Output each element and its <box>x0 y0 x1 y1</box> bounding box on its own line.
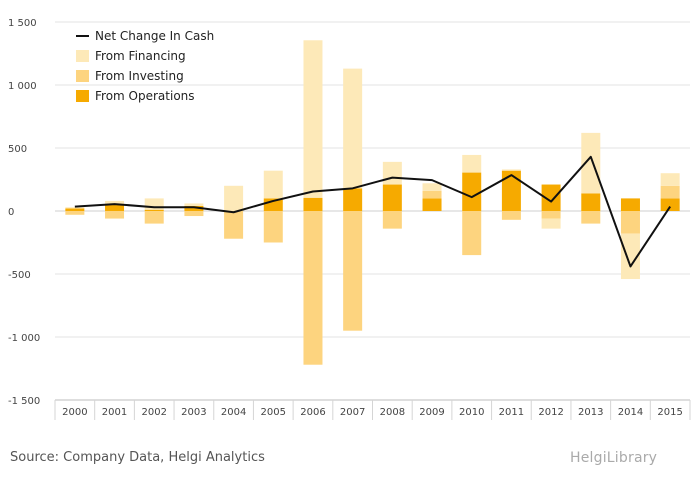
x-tick-label: 2000 <box>62 407 87 418</box>
bar-from-investing <box>541 211 561 219</box>
bar-from-operations <box>144 209 164 211</box>
bar-from-investing <box>65 211 85 215</box>
bar-from-operations <box>501 170 521 211</box>
bar-from-investing <box>422 190 442 199</box>
bar-from-investing <box>144 211 164 224</box>
axis-layer: 1 500 1 000 500 0 -500 -1 000 -1 500 2000 2001 20… <box>8 18 691 420</box>
x-tick-label: 2008 <box>380 407 405 418</box>
x-tick-label: 2015 <box>657 407 682 418</box>
bar-from-financing <box>224 185 244 211</box>
x-tick-label: 2010 <box>459 407 484 418</box>
bar-from-operations <box>65 208 85 211</box>
x-tick-label: 2004 <box>221 407 246 418</box>
line-layer <box>74 155 671 268</box>
bar-from-operations <box>581 193 601 211</box>
y-tick-label: -500 <box>8 270 31 281</box>
bar-from-financing <box>660 173 680 186</box>
bar-from-financing <box>184 203 204 206</box>
net-change-line <box>74 155 671 268</box>
bar-from-investing <box>303 211 323 365</box>
helgi-library-logo: HelgiLibrary <box>570 450 658 466</box>
y-tick-label: -1 500 <box>8 396 40 407</box>
bar-from-operations <box>343 188 363 211</box>
bar-from-investing <box>660 185 680 199</box>
bar-from-financing <box>65 207 85 209</box>
legend-swatch-from-financing <box>76 50 89 62</box>
x-tick-label: 2006 <box>300 407 325 418</box>
bar-from-operations <box>660 198 680 211</box>
legend-label-from-financing: From Financing <box>95 49 186 63</box>
bar-from-investing <box>343 211 363 331</box>
legend-label-from-operations: From Operations <box>95 89 195 103</box>
x-tick-label: 2011 <box>499 407 524 418</box>
bar-from-investing <box>620 211 640 234</box>
legend-layer: Net Change In Cash From Financing From Inv… <box>76 29 214 103</box>
bar-from-investing <box>501 211 521 220</box>
bar-from-operations <box>303 197 323 211</box>
bar-from-operations <box>541 184 561 211</box>
x-tick-label: 2007 <box>340 407 365 418</box>
legend-swatch-from-operations <box>76 90 89 102</box>
bar-from-financing <box>620 233 640 280</box>
bar-from-financing <box>144 198 164 210</box>
x-tick-label: 2014 <box>618 407 643 418</box>
x-tick-label: 2001 <box>102 407 127 418</box>
y-tick-label: 1 500 <box>8 18 37 29</box>
x-tick-label: 2005 <box>261 407 286 418</box>
chart-svg: 1 500 1 000 500 0 -500 -1 000 -1 500 2000 2001 20… <box>8 18 691 420</box>
bar-from-investing <box>263 211 283 243</box>
legend-label-from-investing: From Investing <box>95 69 184 83</box>
bar-from-financing <box>303 40 323 198</box>
bar-from-financing <box>343 68 363 189</box>
y-tick-label: 500 <box>8 144 27 155</box>
bar-from-investing <box>462 211 482 256</box>
bar-from-financing <box>541 218 561 229</box>
bar-from-investing <box>184 211 204 217</box>
bar-from-financing <box>263 170 283 199</box>
bars-layer <box>65 40 680 365</box>
bar-from-investing <box>105 211 125 219</box>
bar-from-operations <box>422 198 442 211</box>
y-tick-label: -1 000 <box>8 333 40 344</box>
bar-from-investing <box>224 211 244 239</box>
bar-from-financing <box>422 183 442 191</box>
legend-label-net-change-in-cash: Net Change In Cash <box>95 29 214 43</box>
bar-from-financing <box>105 200 125 205</box>
bar-from-financing <box>581 132 601 194</box>
bar-from-investing <box>382 211 402 229</box>
bar-from-operations <box>184 205 204 211</box>
bar-from-operations <box>105 204 125 211</box>
x-tick-label: 2009 <box>419 407 444 418</box>
bar-from-investing <box>581 211 601 224</box>
source-note: Source: Company Data, Helgi Analytics <box>10 450 265 465</box>
x-tick-label: 2002 <box>141 407 166 418</box>
x-tick-label: 2013 <box>578 407 603 418</box>
bar-from-financing <box>501 169 521 171</box>
bar-from-operations <box>620 198 640 211</box>
bar-from-operations <box>462 172 482 211</box>
bar-from-financing <box>462 154 482 173</box>
x-tick-label: 2003 <box>181 407 206 418</box>
bar-from-financing <box>382 161 402 185</box>
legend-swatch-from-investing <box>76 70 89 82</box>
bar-from-operations <box>382 184 402 211</box>
x-tick-label: 2012 <box>538 407 563 418</box>
y-tick-label: 1 000 <box>8 81 37 92</box>
y-tick-label: 0 <box>8 207 14 218</box>
